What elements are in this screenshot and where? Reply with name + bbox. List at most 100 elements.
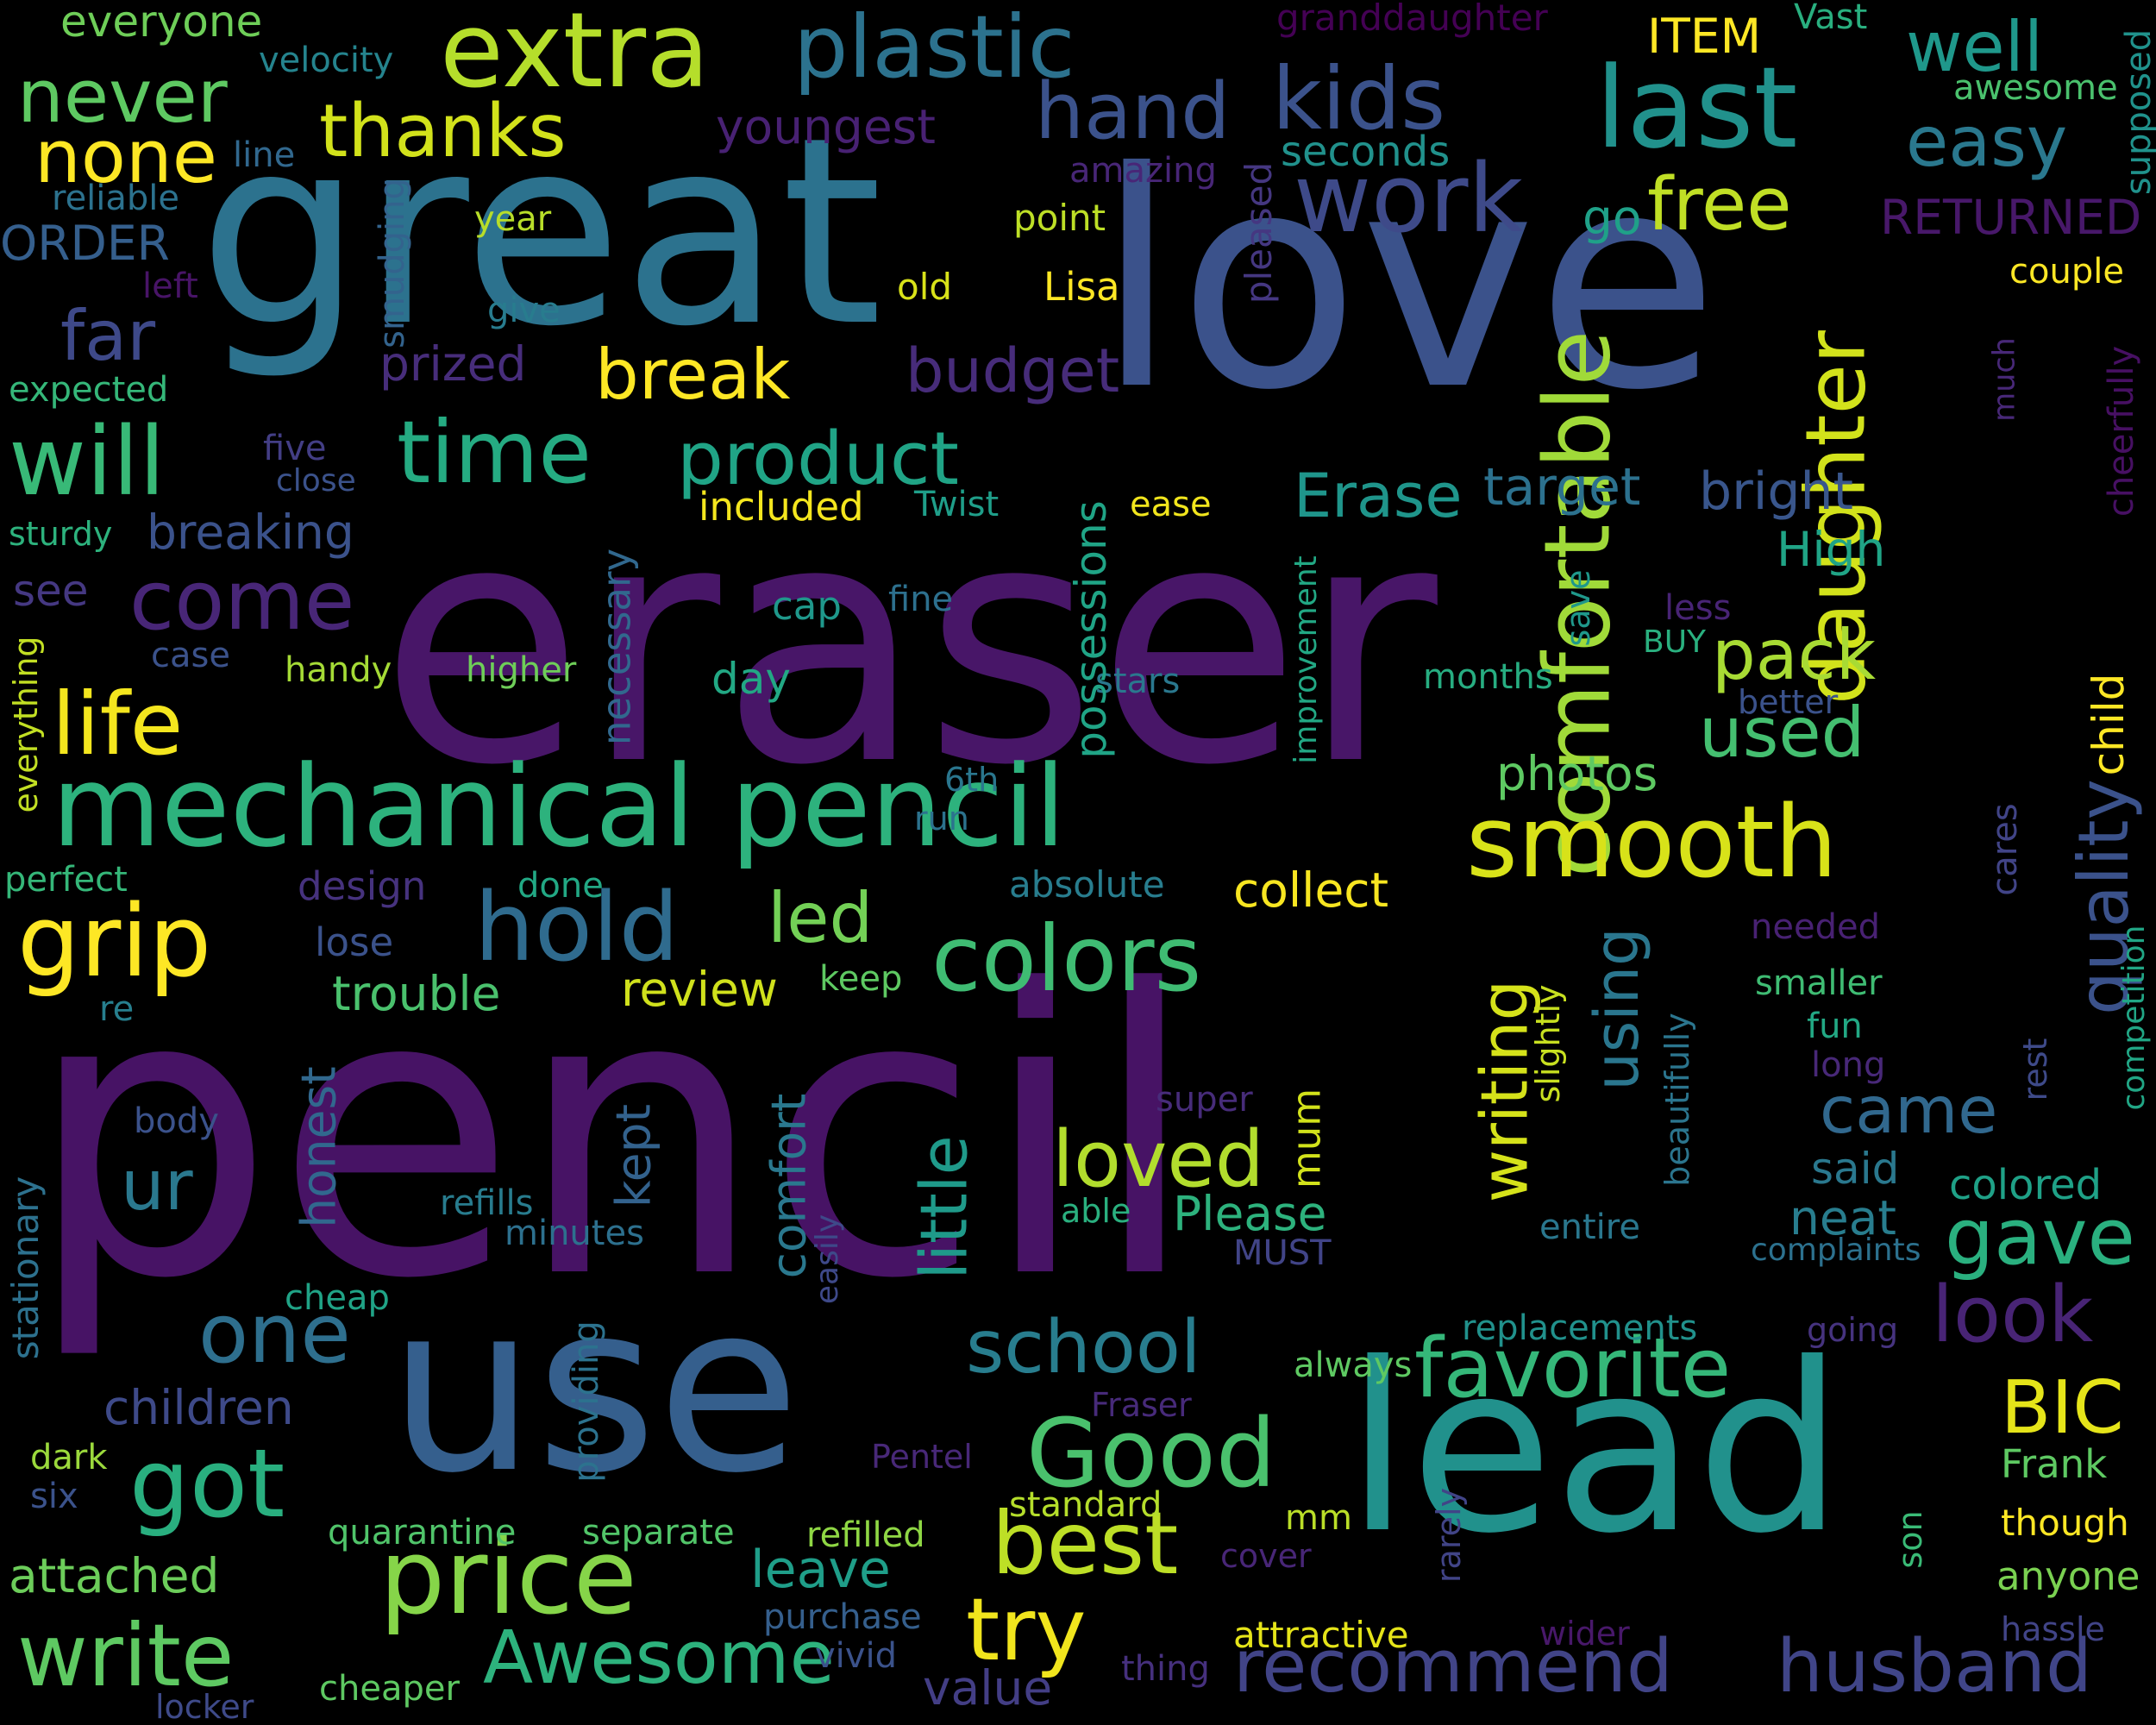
word-cloud-word: school [966,1305,1201,1390]
word-cloud-word: far [60,296,156,376]
word-cloud-word: body [134,1101,219,1141]
word-cloud-word: Lisa [1044,264,1120,310]
word-cloud-word: velocity [259,41,394,80]
word-cloud-word: mechanical pencil [52,741,1066,872]
word-cloud-word: competition [2116,925,2152,1111]
word-cloud-word: ease [1130,485,1212,524]
word-cloud-word: anyone [1996,1553,2140,1599]
word-cloud-word: cheaper [319,1669,460,1709]
word-cloud-word: lead [1345,1313,1844,1584]
word-cloud-word: day [711,654,791,704]
word-cloud-word: cover [1220,1537,1312,1575]
word-cloud-word: purchase [763,1597,922,1637]
word-cloud-word: value [923,1660,1053,1716]
word-cloud-word: point [1013,197,1106,239]
word-cloud-word: fine [888,580,954,619]
word-cloud-word: colored [1949,1161,2103,1209]
word-cloud-word: run [914,800,969,837]
word-cloud-word: sturdy [9,515,113,553]
word-cloud-word: got [129,1428,285,1539]
word-cloud-word: hand [1035,66,1231,157]
word-cloud-word: work [1294,143,1524,254]
word-cloud-word: youngest [716,99,936,154]
word-cloud-word: Twist [914,485,1000,524]
word-cloud-word: led [768,878,874,958]
word-cloud-word: love [1095,110,1720,455]
word-cloud-word: improvement [1288,555,1324,764]
word-cloud-word: minutes [505,1214,644,1253]
word-cloud-word: couple [2009,252,2124,292]
word-cloud-word: vivid [815,1636,897,1676]
word-cloud-word: none [34,115,218,200]
word-cloud-word: never [17,54,228,140]
word-cloud-word: ITEM [1647,9,1762,64]
word-cloud-word: kids [1272,48,1446,149]
word-cloud-word: left [142,267,198,306]
word-cloud-word: though [2001,1502,2129,1544]
word-cloud-word: Frank [2001,1441,2108,1487]
word-cloud-word: standard [1009,1485,1163,1525]
word-cloud-word: perfect [4,860,128,900]
word-cloud-word: free [1647,162,1792,248]
word-cloud-word: Erase [1294,461,1463,531]
word-cloud-word: husband [1777,1624,2092,1709]
word-cloud-word: Fraser [1091,1386,1192,1424]
word-cloud-word: children [103,1380,294,1435]
word-cloud-word: ORDER [0,216,170,271]
word-cloud-word: little [906,1135,982,1280]
word-cloud-word: collect [1233,862,1389,918]
word-cloud-word: child [2084,673,2134,776]
word-cloud-word: reliable [52,179,180,218]
word-cloud-word: write [17,1605,235,1706]
word-cloud-word: see [13,566,89,616]
word-cloud-word: higher [466,650,577,690]
word-cloud-word: providing [567,1320,606,1483]
word-cloud-word: hold [474,872,680,982]
word-cloud-word: stars [1095,662,1181,701]
word-cloud-word: beautifully [1658,1013,1696,1187]
word-cloud-word: use [388,1252,800,1524]
word-cloud-word: wider [1539,1615,1630,1653]
word-cloud-word: easily [810,1214,845,1305]
word-cloud-word: hassle [2001,1610,2105,1648]
word-cloud-word: loved [1052,1114,1264,1205]
word-cloud-word: thing [1121,1649,1210,1689]
word-cloud-word: one [198,1287,351,1382]
word-cloud-word: extra [440,0,710,111]
word-cloud-word: try [966,1579,1087,1680]
word-cloud-word: lose [315,919,394,965]
word-cloud-word: rarely [1430,1487,1468,1584]
word-cloud-word: Please [1173,1186,1327,1241]
word-cloud-word: time [397,402,592,503]
word-cloud-word: Pentel [871,1438,973,1476]
word-cloud-word: granddaughter [1276,0,1548,39]
word-cloud-word: save [1559,569,1597,647]
word-cloud-word: locker [155,1688,254,1725]
word-cloud-word: pleased [1238,161,1280,304]
word-cloud-word: attached [9,1548,220,1603]
word-cloud-word: supposed [2119,28,2156,196]
word-cloud-word: amazing [1069,151,1217,191]
word-cloud-word: keep [819,959,903,999]
word-cloud-word: breaking [147,505,354,560]
word-cloud-word: going [1807,1311,1899,1349]
word-cloud-word: attractive [1233,1614,1409,1656]
word-cloud-word: recommend [1233,1624,1673,1709]
word-cloud-word: cheerfully [2102,345,2141,518]
word-cloud-word: will [9,406,166,517]
word-cloud-word: kept [605,1103,661,1208]
word-cloud-word: BIC [2001,1365,2124,1451]
word-cloud-word: easy [1906,102,2068,182]
word-cloud-word: go [1583,190,1642,245]
word-cloud-word: comfort [761,1093,817,1279]
word-cloud-word: case [151,636,230,675]
word-cloud-word: everything [7,636,45,813]
word-cloud-word: eraser [379,451,1438,837]
word-cloud-word: handy [285,650,392,690]
word-cloud-word: done [517,866,604,906]
word-cloud-word: smooth [1466,785,1838,900]
word-cloud-word: review [621,962,778,1017]
word-cloud-word: stationary [4,1176,47,1360]
word-cloud-word: able [1061,1192,1131,1230]
word-cloud-word: MUST [1233,1233,1332,1273]
